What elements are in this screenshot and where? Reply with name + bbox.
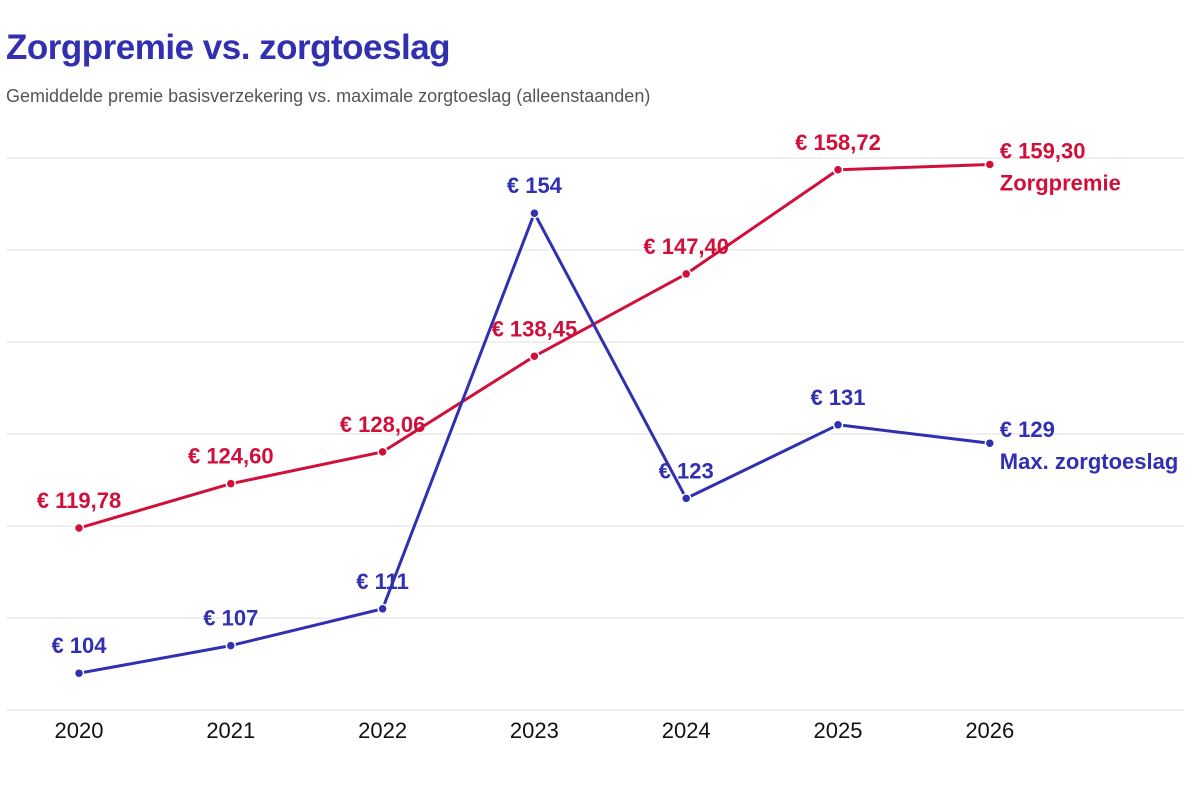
data-point [377,603,388,615]
data-point [529,351,540,362]
data-label: € 104 [51,633,107,658]
series-group: € 119,78 € 124,60 € 128,06 € 138,45 € 147,40… [37,130,1178,679]
data-label: € 107 [203,606,258,631]
data-point [225,478,237,489]
data-point [984,159,996,170]
x-tick-label: 2025 [814,718,863,743]
data-label: € 154 [507,173,563,198]
data-point [680,268,692,280]
data-label: € 147,40 [643,234,729,259]
data-point [680,493,692,504]
data-label: € 138,45 [492,316,578,341]
data-label: € 131 [810,385,865,410]
chart-title: Zorgpremie vs. zorgtoeslag [6,28,451,67]
data-point [984,437,996,449]
x-axis: 2020 2021 2022 2023 2024 2025 2026 [55,718,1015,743]
chart-subtitle: Gemiddelde premie basisverzekering vs. m… [6,86,651,106]
x-tick-label: 2020 [55,718,104,743]
data-label: € 123 [659,458,714,483]
series-name-label: Zorgpremie [1000,170,1121,195]
data-point [832,164,844,176]
data-label: € 159,30 [1000,138,1086,163]
data-point [529,207,540,219]
x-tick-label: 2022 [358,718,407,743]
data-label: € 124,60 [188,444,274,469]
series-name-label: Max. zorgtoeslag [1000,449,1178,474]
x-tick-label: 2024 [662,718,711,743]
data-point [73,522,85,534]
x-tick-label: 2021 [206,718,255,743]
x-tick-label: 2026 [965,718,1014,743]
series-line [78,162,990,530]
data-label: € 111 [356,569,409,594]
data-label: € 119,78 [37,488,121,513]
series-zorgpremie: € 119,78 € 124,60 € 128,06 € 138,45 € 147,40… [37,130,1121,534]
data-point [832,419,844,431]
data-point [225,640,237,651]
gridlines [6,157,1184,711]
data-point [73,667,85,679]
data-label: € 158,72 [795,130,881,155]
series-max-zorgtoeslag: € 104 € 107 € 111 € 154 € 123 € 131 € 129 Max. … [51,173,1178,679]
x-tick-label: 2023 [510,718,559,743]
data-label: € 128,06 [340,412,426,437]
data-point [377,446,388,458]
data-label: € 129 [1000,417,1055,442]
